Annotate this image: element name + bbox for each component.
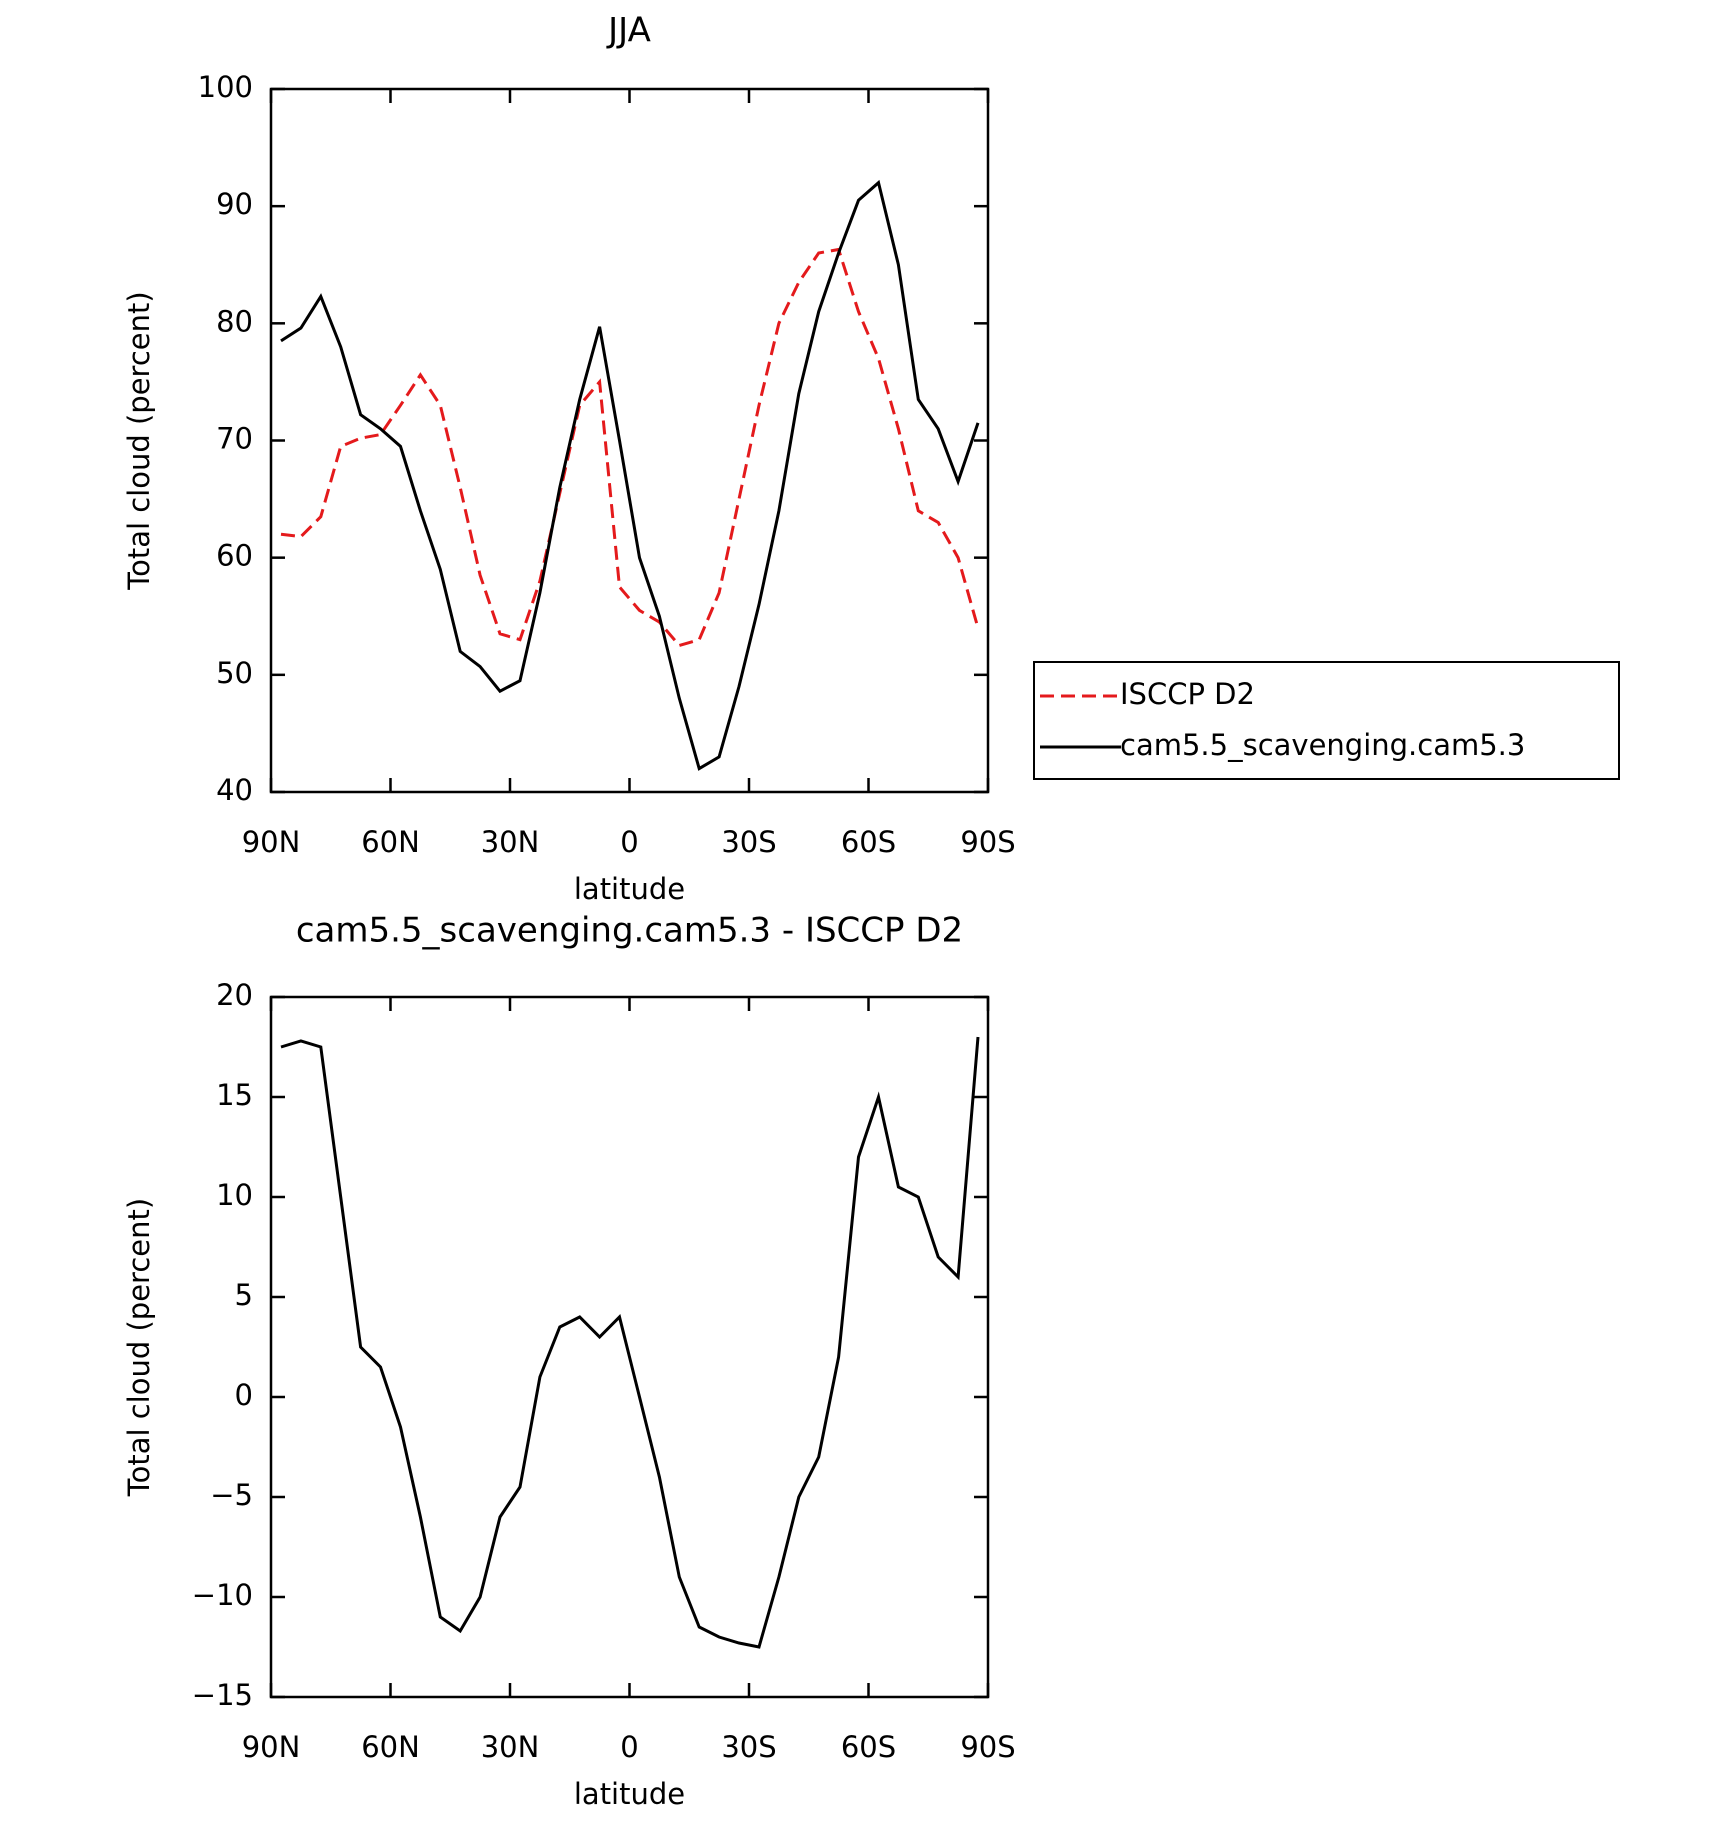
x-tick-label: 30N bbox=[481, 1730, 540, 1764]
y-tick-label: −5 bbox=[210, 1478, 253, 1512]
y-tick-label: 20 bbox=[216, 978, 253, 1012]
legend-label: ISCCP D2 bbox=[1120, 677, 1255, 711]
legend-label: cam5.5_scavenging.cam5.3 bbox=[1120, 728, 1525, 762]
data-line bbox=[280, 179, 980, 771]
legend-box bbox=[1033, 661, 1620, 780]
y-tick-label: −15 bbox=[192, 1678, 253, 1712]
y-tick-label: 100 bbox=[198, 70, 253, 104]
x-tick-label: 0 bbox=[620, 825, 638, 859]
y-tick-label: −10 bbox=[192, 1578, 253, 1612]
x-tick-label: 30N bbox=[481, 825, 540, 859]
x-tick-label: 60N bbox=[361, 825, 420, 859]
y-tick-label: 90 bbox=[216, 187, 253, 221]
chart-title: cam5.5_scavenging.cam5.3 - ISCCP D2 bbox=[296, 911, 963, 951]
x-tick-label: 0 bbox=[620, 1730, 638, 1764]
y-tick-label: 10 bbox=[216, 1178, 253, 1212]
x-tick-label: 90S bbox=[960, 825, 1015, 859]
plot-frame bbox=[269, 995, 990, 1699]
data-line bbox=[280, 247, 980, 648]
x-tick-label: 60S bbox=[841, 1730, 896, 1764]
plot-frame bbox=[269, 87, 990, 794]
x-tick-label: 60N bbox=[361, 1730, 420, 1764]
y-tick-label: 5 bbox=[235, 1278, 253, 1312]
y-tick-label: 50 bbox=[216, 656, 253, 690]
data-line bbox=[280, 1036, 980, 1649]
x-tick-label: 30S bbox=[721, 825, 776, 859]
y-tick-label: 80 bbox=[216, 304, 253, 338]
y-tick-label: 60 bbox=[216, 539, 253, 573]
y-tick-label: 70 bbox=[216, 422, 253, 456]
y-axis-label: Total cloud (percent) bbox=[122, 291, 156, 590]
x-axis-label: latitude bbox=[574, 872, 685, 906]
y-axis-label: Total cloud (percent) bbox=[122, 1198, 156, 1497]
y-tick-label: 40 bbox=[216, 773, 253, 807]
x-tick-label: 30S bbox=[721, 1730, 776, 1764]
chart-title: JJA bbox=[606, 11, 651, 51]
x-tick-label: 90S bbox=[960, 1730, 1015, 1764]
x-tick-label: 60S bbox=[841, 825, 896, 859]
x-tick-label: 90N bbox=[242, 1730, 301, 1764]
y-tick-label: 15 bbox=[216, 1078, 253, 1112]
y-tick-label: 0 bbox=[235, 1378, 253, 1412]
x-tick-label: 90N bbox=[242, 825, 301, 859]
x-axis-label: latitude bbox=[574, 1777, 685, 1811]
